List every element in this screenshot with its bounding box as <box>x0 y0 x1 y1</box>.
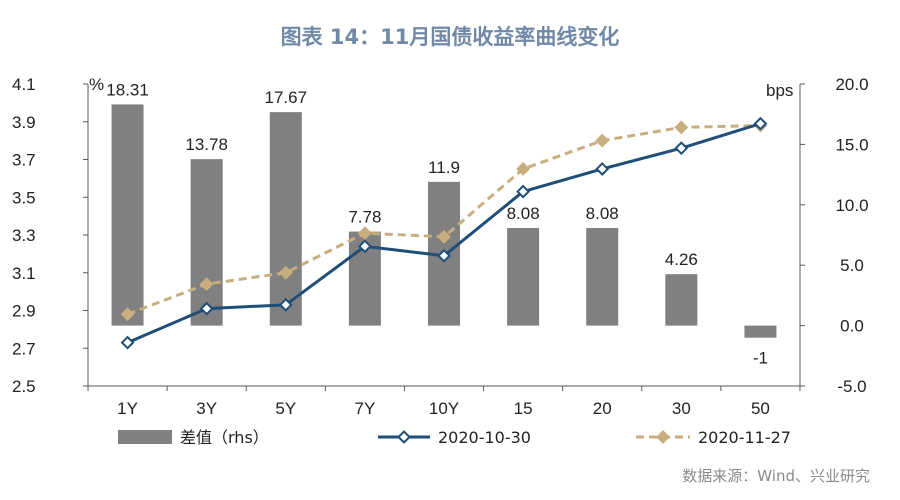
x-tick-label: 20 <box>593 399 612 418</box>
line-point <box>437 229 451 244</box>
bar-data-label: 8.08 <box>586 204 619 223</box>
bar <box>744 325 777 338</box>
legend: 差值（rhs） 2020-10-30 2020-11-27 <box>118 428 791 447</box>
x-tick-label: 5Y <box>275 399 296 418</box>
legend-marker-solid <box>397 430 411 444</box>
left-tick-label: 3.3 <box>12 226 36 245</box>
left-tick-label: 2.5 <box>12 377 36 396</box>
source-note: 数据来源：Wind、兴业研究 <box>682 467 870 485</box>
bar <box>586 227 619 326</box>
right-tick-label: 0.0 <box>840 317 864 336</box>
left-tick-label: 4.1 <box>12 75 36 94</box>
x-tick-label: 7Y <box>354 399 375 418</box>
line-point <box>516 184 531 199</box>
bar <box>190 159 223 326</box>
line-point <box>278 265 293 280</box>
bar-data-label: 17.67 <box>265 88 308 107</box>
right-axis-unit: bps <box>766 81 793 100</box>
right-tick-label: -5.0 <box>837 377 866 396</box>
chart-title: 图表 14：11月国债收益率曲线变化 <box>281 25 620 49</box>
bar-data-label: 4.26 <box>665 250 698 269</box>
bar <box>269 112 302 326</box>
right-tick-label: 10.0 <box>835 196 868 215</box>
right-tick-label: 5.0 <box>840 256 864 275</box>
line-point <box>437 248 451 263</box>
line-point <box>516 162 531 176</box>
bar <box>111 104 144 326</box>
line-point <box>595 133 610 148</box>
x-tick-label: 50 <box>751 399 770 418</box>
left-tick-label: 3.9 <box>12 113 36 132</box>
right-tick-label: 20.0 <box>835 75 868 94</box>
line-point <box>278 297 293 312</box>
line-point <box>199 277 214 291</box>
bar <box>665 274 698 326</box>
left-tick-label: 3.7 <box>12 151 36 170</box>
bar-data-label: -1 <box>753 349 768 368</box>
line-point <box>120 307 135 322</box>
legend-label-solid: 2020-10-30 <box>438 428 531 447</box>
x-tick-label: 1Y <box>117 399 138 418</box>
bar-data-label: 13.78 <box>185 135 228 154</box>
bar-data-label: 8.08 <box>507 204 540 223</box>
legend-label-bar: 差值（rhs） <box>180 428 269 447</box>
legend-label-dashed: 2020-11-27 <box>698 428 791 447</box>
line-point <box>199 301 214 316</box>
bar <box>507 227 540 326</box>
left-axis-unit: % <box>89 75 104 94</box>
right-tick-label: 15.0 <box>835 135 868 154</box>
left-tick-label: 3.1 <box>12 264 36 283</box>
line-point <box>674 120 689 135</box>
line-point <box>753 116 768 131</box>
legend-marker-dashed <box>656 430 670 444</box>
left-tick-label: 2.9 <box>12 302 36 321</box>
line-point <box>120 335 135 350</box>
x-tick-label: 10Y <box>429 399 459 418</box>
bar-data-label: 18.31 <box>106 80 149 99</box>
left-tick-label: 2.7 <box>12 339 36 358</box>
x-tick-label: 15 <box>514 399 533 418</box>
line-point <box>674 141 689 156</box>
x-tick-label: 3Y <box>196 399 217 418</box>
line-point <box>357 239 372 254</box>
bar-data-label: 7.78 <box>348 208 381 227</box>
line-point <box>357 226 372 241</box>
bar-data-label: 11.9 <box>428 158 460 177</box>
legend-swatch-bar <box>118 430 172 444</box>
left-tick-label: 3.5 <box>12 188 36 207</box>
plot-area: 2.5 2.7 2.9 3.1 3.3 3.5 3.7 3.9 4.1 -5.0 0.0 5.0 10.… <box>12 75 869 418</box>
line-point <box>595 162 610 176</box>
x-tick-label: 30 <box>672 399 691 418</box>
